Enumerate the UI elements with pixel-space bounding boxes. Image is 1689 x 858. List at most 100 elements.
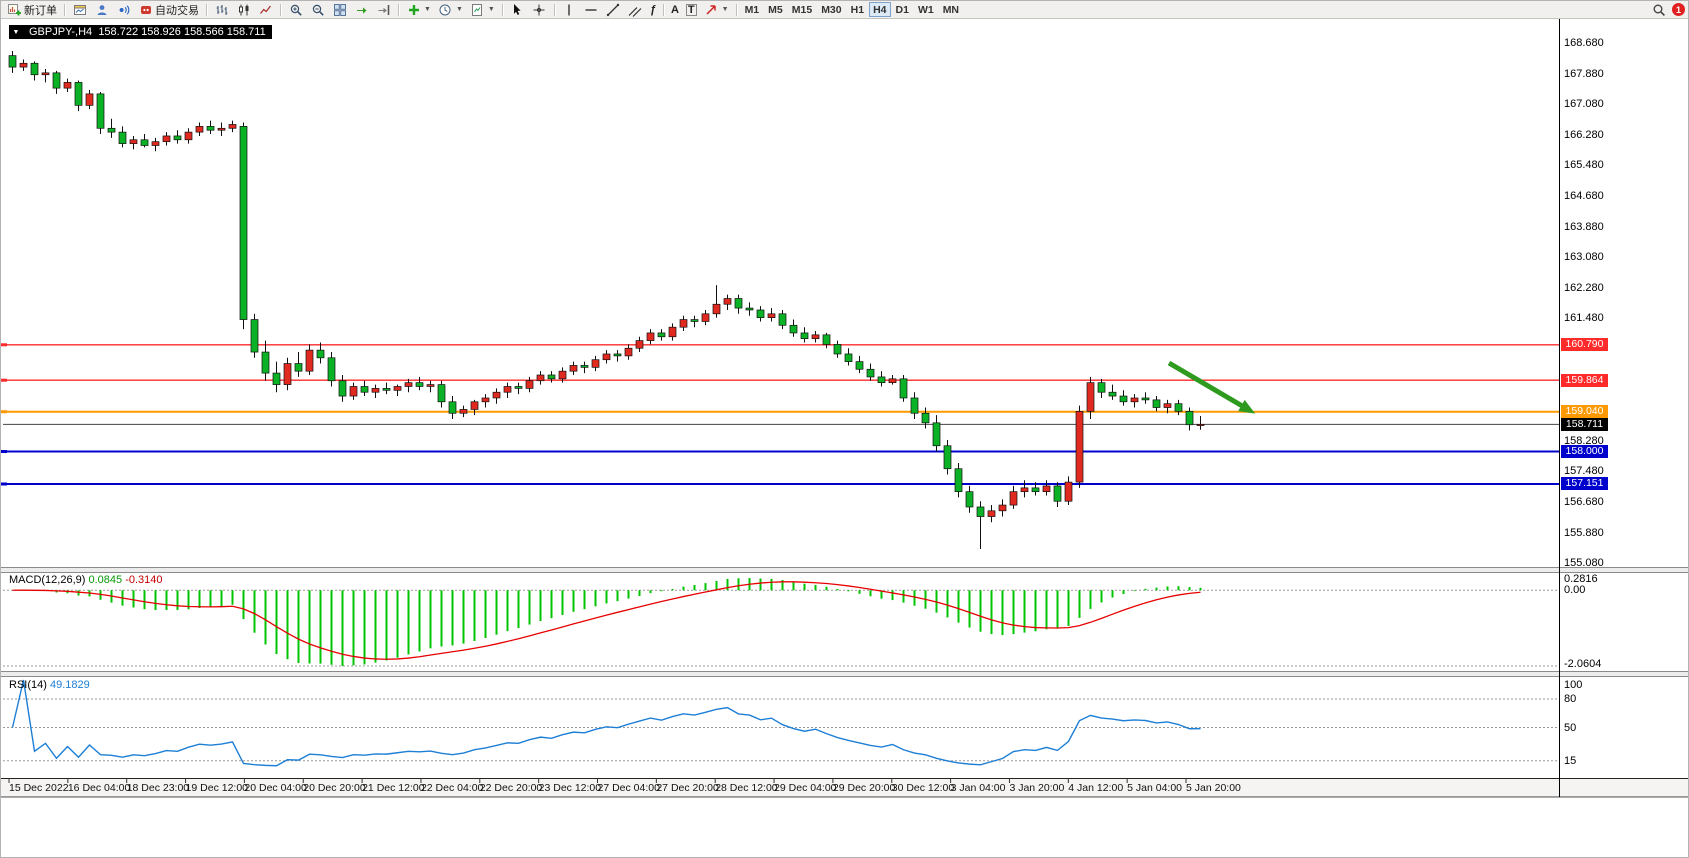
tile-windows-button[interactable] [329, 2, 350, 17]
template-icon [470, 2, 485, 17]
chevron-down-icon: ▼ [424, 6, 431, 13]
timeframe-button-m1[interactable]: M1 [744, 3, 760, 16]
timeframe-button-m30[interactable]: M30 [821, 3, 842, 16]
text-tool-button[interactable]: A [668, 2, 682, 17]
price-line-label[interactable]: 159.864 [1561, 373, 1608, 387]
trend-arrow-annotation[interactable] [1167, 360, 1256, 414]
zoom-out-button[interactable] [307, 2, 328, 17]
panel-separator-macd[interactable] [1, 567, 1688, 573]
rsi-axis-label: 50 [1564, 721, 1577, 734]
price-line-label[interactable]: 160.790 [1561, 338, 1608, 352]
price-line-label[interactable]: 157.151 [1561, 477, 1608, 491]
indicators-plus-icon [406, 2, 421, 17]
time-axis-label: 29 Dec 04:00 [774, 782, 837, 794]
toolbar-separator [553, 3, 555, 16]
rsi-axis-label: 100 [1564, 679, 1583, 691]
timeframe-button-m5[interactable]: M5 [768, 3, 783, 16]
time-axis-label: 20 Dec 04:00 [244, 782, 307, 794]
auto-scroll-button[interactable] [351, 2, 372, 17]
line-chart-button[interactable] [255, 2, 276, 17]
new-chart-button[interactable] [69, 2, 90, 17]
time-axis-label: 21 Dec 12:00 [362, 782, 425, 794]
toolbar-separator [398, 3, 399, 16]
zoom-out-icon [310, 2, 325, 17]
time-axis-label: 23 Dec 12:00 [538, 782, 602, 794]
arrows-tool-button[interactable]: ▼ [701, 2, 732, 17]
cursor-tool-button[interactable] [507, 2, 528, 17]
label-tool-icon: T [685, 3, 697, 16]
timeframe-button-mn[interactable]: MN [942, 3, 960, 16]
price-axis-label: 155.080 [1564, 557, 1604, 570]
macd-name: MACD(12,26,9) [9, 574, 86, 586]
time-axis[interactable]: 15 Dec 2022 16 Dec 04:00 18 Dec 23:00 19 De… [1, 778, 1688, 797]
search-icon[interactable] [1651, 2, 1666, 17]
price-axis-label: 163.080 [1564, 251, 1604, 264]
timeframe-button-d1[interactable]: D1 [895, 3, 909, 16]
toolbar-right-group: 1 [1651, 2, 1685, 17]
horizontal-lines[interactable] [1, 343, 1559, 486]
fibonacci-icon: ƒ [649, 3, 656, 16]
candlestick-chart-icon [236, 2, 251, 17]
notification-badge[interactable]: 1 [1672, 3, 1685, 16]
macd-series [3, 578, 1559, 667]
price-axis-label: 165.480 [1564, 159, 1604, 172]
zoom-in-icon [288, 2, 303, 17]
timeframe-button-h4[interactable]: H4 [869, 2, 891, 17]
vertical-line-tool-button[interactable] [559, 2, 580, 17]
toolbar-separator [662, 3, 664, 16]
time-axis-label: 3 Jan 04:00 [950, 782, 1006, 794]
chart-shift-button[interactable] [373, 2, 394, 17]
time-axis-label: 18 Dec 23:00 [126, 782, 190, 794]
chevron-down-icon: ▼ [721, 6, 729, 13]
macd-main-value: 0.0845 [88, 574, 123, 586]
toolbar-separator [64, 3, 65, 16]
fibonacci-tool-button[interactable]: ƒ [647, 2, 659, 17]
price-line-label[interactable]: 158.000 [1561, 445, 1608, 458]
toolbar-separator [206, 3, 207, 16]
panel-separator-rsi[interactable] [1, 671, 1688, 677]
trendline-tool-button[interactable] [603, 2, 624, 17]
price-axis-label: 161.480 [1564, 312, 1604, 325]
toolbar-separator [280, 3, 281, 16]
new-order-button[interactable]: 新订单 [4, 2, 60, 17]
profiles-button[interactable] [91, 2, 112, 17]
templates-button[interactable]: ▼ [467, 2, 498, 17]
chart-title-text: GBPJPY-,H4 158.722 158.926 158.566 158.7… [23, 25, 272, 39]
candlestick-chart-button[interactable] [233, 2, 254, 17]
price-axis-label: 156.680 [1564, 496, 1604, 508]
text-tool-icon: A [670, 3, 679, 16]
label-tool-button[interactable]: T [683, 2, 700, 17]
channel-tool-button[interactable] [625, 2, 646, 17]
new-order-icon [7, 2, 22, 17]
zoom-in-button[interactable] [285, 2, 306, 17]
auto-trading-button[interactable]: 自动交易 [135, 2, 202, 17]
chart-symbol-period: GBPJPY-,H4 [29, 26, 93, 38]
timeframe-button-h1[interactable]: H1 [850, 3, 865, 16]
crosshair-tool-button[interactable] [529, 2, 550, 17]
chart-ohlc-title[interactable]: ▼ GBPJPY-,H4 158.722 158.926 158.566 158… [9, 25, 272, 39]
cursor-icon [510, 2, 525, 17]
rsi-axis-label: 15 [1564, 754, 1577, 767]
rsi-axis-label: 80 [1564, 693, 1577, 705]
horizontal-line-tool-button[interactable] [581, 2, 602, 17]
bar-chart-icon [214, 2, 229, 17]
timeframe-button-w1[interactable]: W1 [917, 3, 934, 16]
channel-icon [628, 2, 643, 17]
time-axis-label: 20 Dec 20:00 [303, 782, 366, 794]
price-axis-label: 155.880 [1564, 526, 1604, 539]
price-line-label[interactable]: 159.040 [1561, 405, 1608, 419]
auto-scroll-icon [354, 2, 369, 17]
periods-button[interactable]: ▼ [435, 2, 466, 17]
vertical-line-icon [562, 2, 577, 17]
price-axis-label: 164.680 [1564, 190, 1604, 202]
price-axis-label: 167.080 [1564, 98, 1604, 111]
timeframe-button-m15[interactable]: M15 [791, 3, 813, 16]
indicators-button[interactable]: ▼ [403, 2, 434, 17]
time-axis-label: 22 Dec 20:00 [479, 782, 543, 794]
bar-chart-button[interactable] [211, 2, 232, 17]
time-axis-label: 15 Dec 2022 [9, 782, 69, 794]
market-watch-button[interactable] [113, 2, 134, 17]
chart-ohlc-values: 158.722 158.926 158.566 158.711 [98, 26, 266, 38]
